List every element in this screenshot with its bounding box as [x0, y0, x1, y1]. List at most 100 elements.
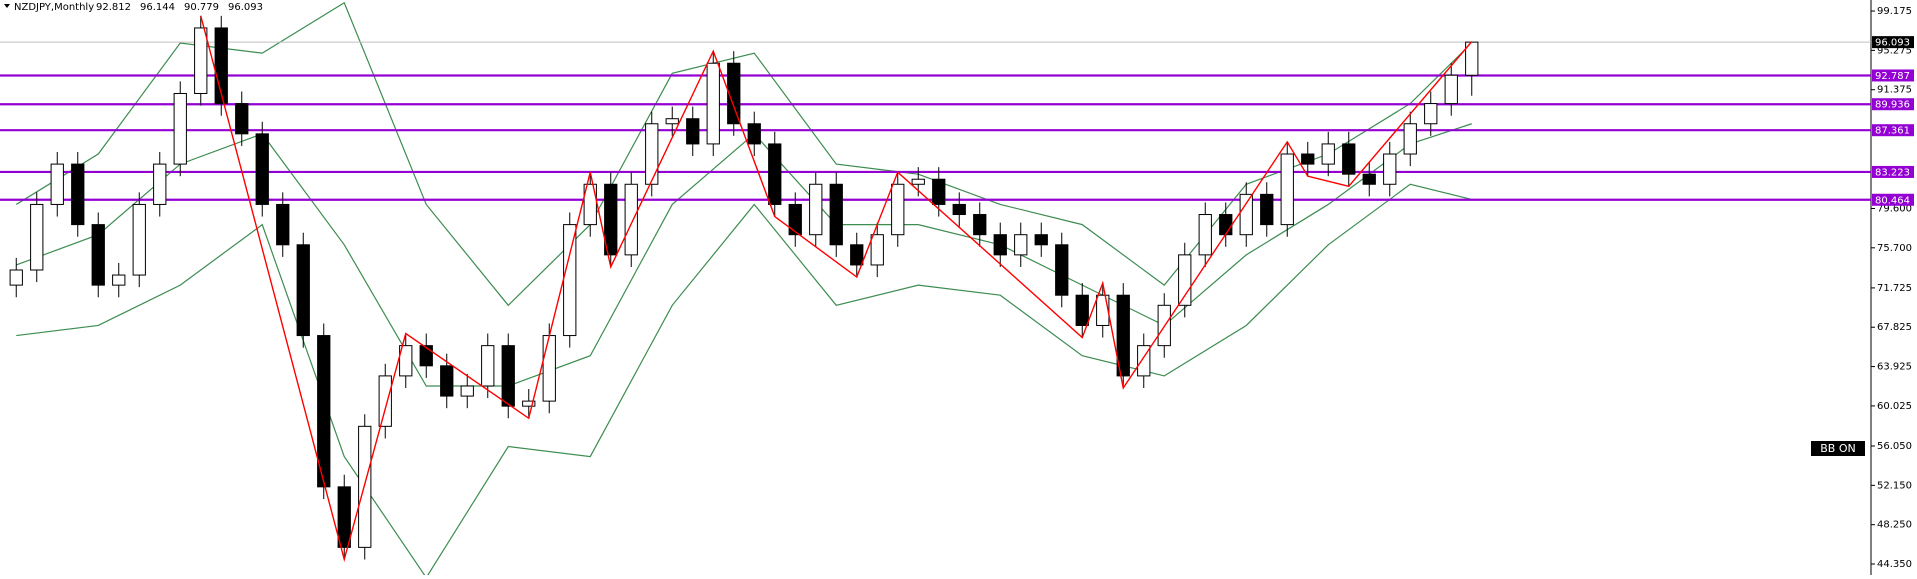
- candle-body: [1075, 294, 1089, 326]
- candle-body: [30, 203, 44, 271]
- candle-body: [1424, 103, 1438, 125]
- candle-body: [911, 178, 925, 185]
- y-tick-label: 79.600: [1877, 203, 1912, 214]
- header-open: 92.812: [96, 2, 131, 13]
- y-tick-label: 99.175: [1877, 6, 1912, 17]
- candle-body: [1362, 173, 1376, 185]
- candle-body: [153, 163, 167, 205]
- candle-body: [9, 269, 23, 286]
- level-label: 80.464: [1875, 195, 1910, 206]
- y-tick-label: 75.700: [1877, 243, 1912, 254]
- y-tick-label: 60.025: [1877, 401, 1912, 412]
- candle-body: [481, 345, 495, 387]
- candle-body: [460, 385, 474, 397]
- level-label-bg: [1872, 98, 1914, 111]
- badge-bg: [1811, 441, 1865, 456]
- candle-body: [870, 234, 884, 266]
- candle-body: [1055, 244, 1069, 296]
- level-label: 89.936: [1875, 100, 1910, 111]
- candle-body: [1383, 153, 1397, 185]
- candle-body: [173, 92, 187, 165]
- candle-body: [1178, 254, 1192, 306]
- y-tick-label: 52.150: [1877, 480, 1912, 491]
- candle-body: [1342, 143, 1356, 175]
- candle-body: [1280, 153, 1294, 226]
- candle-body: [419, 345, 433, 367]
- level-label-bg: [1872, 124, 1914, 137]
- candle-body: [296, 244, 310, 337]
- candle-body: [768, 143, 782, 205]
- candle-body: [1034, 234, 1048, 246]
- candle-body: [1321, 143, 1335, 165]
- level-label-bg: [1872, 165, 1914, 178]
- y-tick-label: 48.250: [1877, 520, 1912, 531]
- candle-body: [809, 183, 823, 236]
- candle-body: [214, 27, 228, 105]
- header-low: 90.779: [184, 2, 219, 13]
- candle-body: [255, 133, 269, 205]
- candle-body: [727, 62, 741, 125]
- y-tick-label: 63.925: [1877, 362, 1912, 373]
- candle-body: [194, 27, 208, 94]
- header-symbol: NZDJPY,Monthly: [14, 2, 94, 13]
- candle-body: [788, 203, 802, 236]
- y-tick-label: 44.350: [1877, 559, 1912, 570]
- candle-body: [1014, 234, 1028, 256]
- candle-body: [1301, 153, 1315, 165]
- candle-body: [973, 214, 987, 236]
- candle-body: [1096, 294, 1110, 326]
- candle-body: [1403, 123, 1417, 155]
- candle-body: [952, 203, 966, 216]
- badge-text: BB ON: [1820, 442, 1855, 455]
- level-label: 92.787: [1875, 71, 1910, 82]
- y-tick-label: 91.375: [1877, 85, 1912, 96]
- candle-body: [993, 234, 1007, 256]
- candle-body: [850, 244, 864, 266]
- y-tick-label: 95.275: [1877, 45, 1912, 56]
- candle-body: [706, 62, 720, 145]
- header-high: 96.144: [140, 2, 175, 13]
- candle-body: [378, 375, 392, 427]
- zigzag-line: [200, 15, 1473, 563]
- candle-body: [1198, 214, 1212, 256]
- bollinger-band: [16, 183, 1472, 579]
- candle-body: [522, 400, 536, 407]
- candle-body: [317, 335, 331, 488]
- candle-body: [829, 183, 843, 246]
- candle-body: [132, 203, 146, 276]
- candle-body: [235, 103, 249, 135]
- header-arrow: [4, 4, 10, 8]
- level-label: 87.361: [1875, 126, 1910, 137]
- y-tick-label: 71.725: [1877, 283, 1912, 294]
- level-label-bg: [1872, 69, 1914, 82]
- candle-body: [665, 118, 679, 125]
- candle-body: [1219, 214, 1233, 236]
- current-price-label: 96.093: [1875, 38, 1910, 49]
- current-price-label-bg: [1872, 36, 1914, 49]
- y-tick-label: 56.050: [1877, 441, 1912, 452]
- candle-body: [337, 486, 351, 548]
- candle-body: [1116, 294, 1130, 377]
- candle-body: [440, 365, 454, 397]
- candle-body: [645, 123, 659, 185]
- header-close: 96.093: [228, 2, 263, 13]
- candle-body: [1444, 74, 1458, 105]
- candle-body: [624, 183, 638, 256]
- candle-body: [686, 118, 700, 145]
- candle-body: [358, 425, 372, 548]
- candle-body: [747, 123, 761, 145]
- candle-body: [71, 163, 85, 226]
- candle-body: [563, 224, 577, 337]
- level-label-bg: [1872, 193, 1914, 206]
- candle-body: [891, 183, 905, 236]
- candle-body: [91, 224, 105, 286]
- candle-body: [604, 183, 618, 256]
- candle-body: [1260, 193, 1274, 226]
- candle-body: [932, 178, 946, 205]
- candle-body: [542, 335, 556, 402]
- candle-body: [276, 203, 290, 246]
- candle-body: [1239, 193, 1253, 236]
- level-label: 83.223: [1875, 167, 1910, 178]
